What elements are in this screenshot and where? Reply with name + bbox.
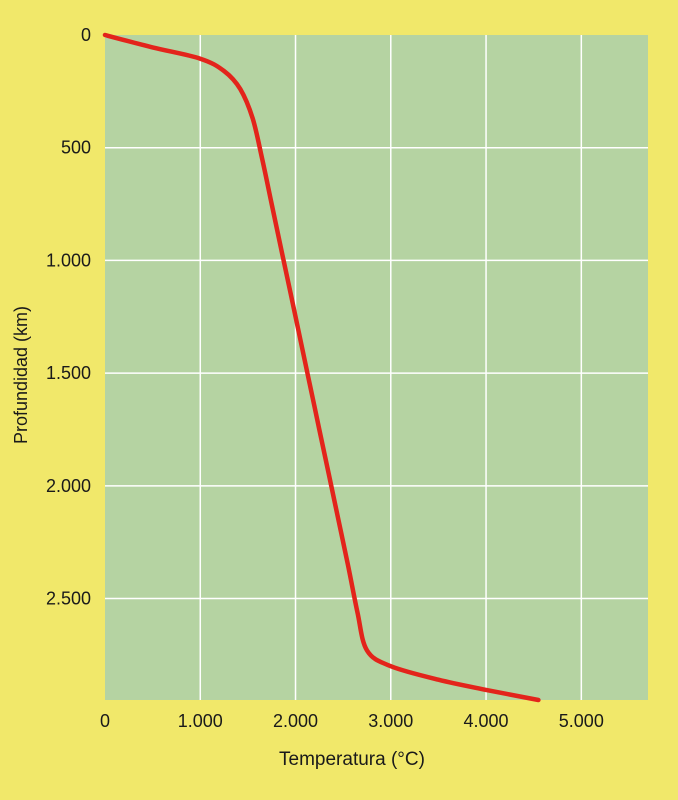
x-tick-label: 2.000 [273,711,318,731]
y-tick-label: 500 [61,138,91,158]
x-tick-label: 0 [100,711,110,731]
temperature-curve [102,32,541,703]
grid [105,35,648,700]
x-axis-label: Temperatura (°C) [279,749,425,770]
plot-area [105,35,648,700]
x-tick-label: 3.000 [368,711,413,731]
x-tick-label: 1.000 [178,711,223,731]
y-tick-label: 1.500 [46,363,91,383]
y-tick-label: 2.500 [46,589,91,609]
y-tick-label: 1.000 [46,250,91,270]
y-axis-label: Profundidad (km) [11,306,31,444]
y-tick-label: 0 [81,25,91,45]
x-axis-ticks: 0 1.000 2.000 3.000 4.000 5.000 [100,711,604,731]
y-tick-label: 2.000 [46,476,91,496]
x-tick-label: 5.000 [559,711,604,731]
y-axis-ticks: 0 500 1.000 1.500 2.000 2.500 [46,25,91,609]
x-tick-label: 4.000 [464,711,509,731]
